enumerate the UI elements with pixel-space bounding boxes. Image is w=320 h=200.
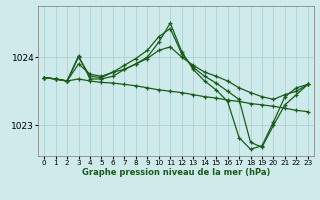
X-axis label: Graphe pression niveau de la mer (hPa): Graphe pression niveau de la mer (hPa) (82, 168, 270, 177)
